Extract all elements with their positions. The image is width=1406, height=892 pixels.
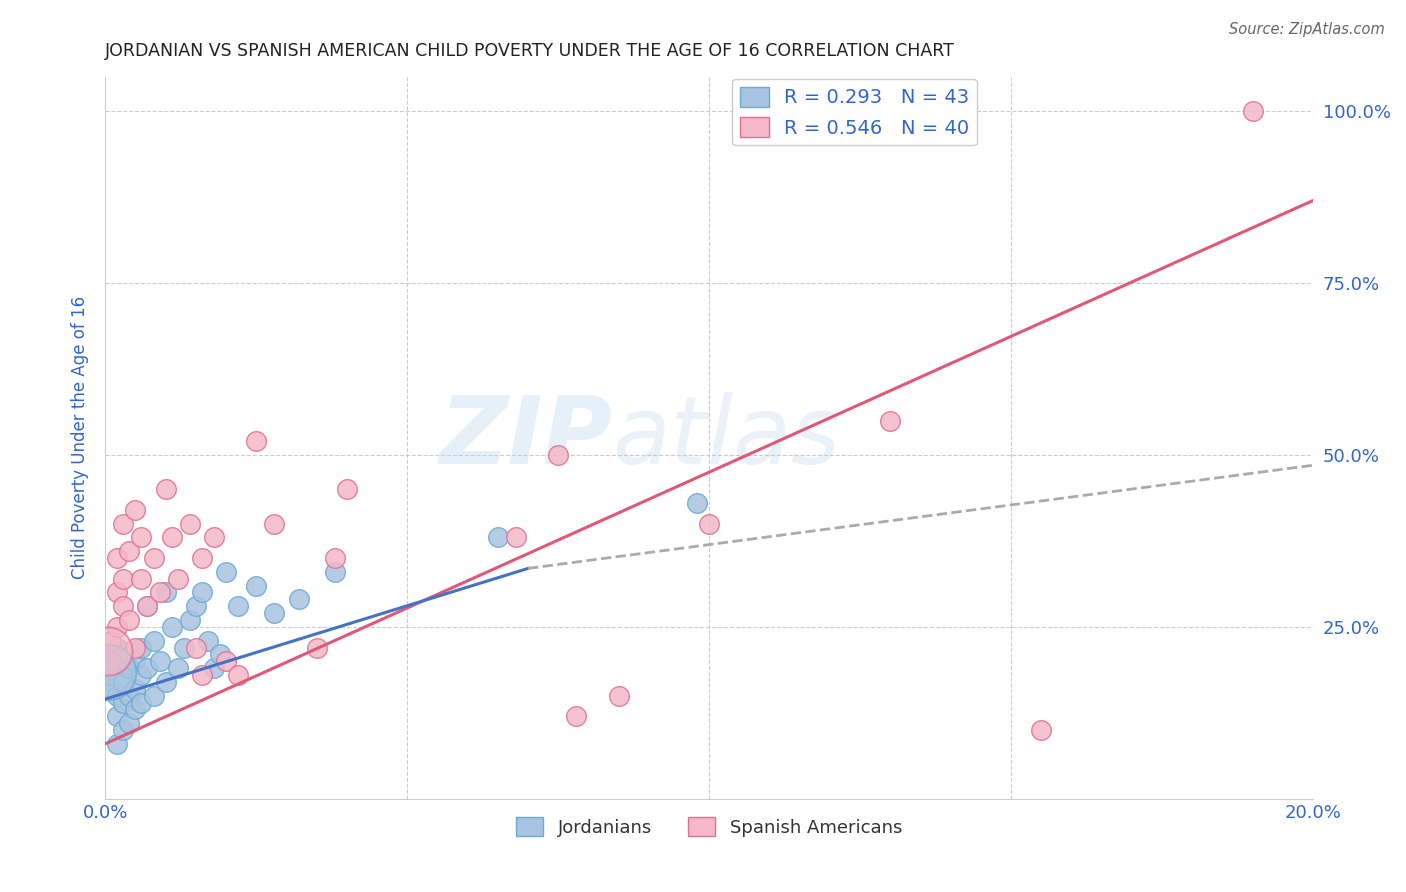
Point (105, 640, 128, 655)
Point (100, 633, 122, 648)
Point (112, 674, 135, 689)
Point (160, 620, 183, 634)
Point (208, 648, 231, 662)
Point (131, 668, 153, 682)
Point (263, 606, 285, 620)
Point (607, 689, 630, 703)
Point (118, 661, 141, 675)
Point (179, 516, 201, 531)
Point (226, 668, 249, 682)
Text: Source: ZipAtlas.com: Source: ZipAtlas.com (1229, 22, 1385, 37)
Point (105, 585, 128, 599)
Point (184, 599, 207, 614)
Point (155, 483, 177, 497)
Point (124, 654, 146, 668)
Point (118, 613, 141, 627)
Point (148, 654, 170, 668)
Point (166, 572, 188, 586)
Point (112, 723, 135, 737)
Point (142, 551, 165, 566)
Point (155, 585, 177, 599)
Point (118, 689, 141, 703)
Point (197, 633, 219, 648)
Point (124, 503, 146, 517)
Point (697, 516, 720, 531)
Point (136, 661, 159, 675)
Point (1031, 723, 1053, 737)
Point (112, 516, 135, 531)
Point (131, 696, 153, 710)
Point (112, 696, 135, 710)
Point (565, 709, 588, 723)
Point (226, 599, 249, 614)
Point (486, 531, 509, 545)
Point (100, 681, 122, 696)
Point (305, 640, 328, 655)
Point (142, 633, 165, 648)
Point (263, 516, 285, 531)
Point (173, 640, 195, 655)
Point (105, 689, 128, 703)
Point (105, 737, 128, 751)
Point (131, 572, 153, 586)
Text: JORDANIAN VS SPANISH AMERICAN CHILD POVERTY UNDER THE AGE OF 16 CORRELATION CHAR: JORDANIAN VS SPANISH AMERICAN CHILD POVE… (105, 42, 955, 60)
Point (202, 531, 225, 545)
Point (547, 448, 569, 462)
Point (131, 531, 153, 545)
Point (686, 496, 709, 510)
Point (179, 613, 201, 627)
Point (191, 551, 214, 566)
Point (105, 551, 128, 566)
Point (202, 661, 225, 675)
Point (105, 709, 128, 723)
Y-axis label: Child Poverty Under the Age of 16: Child Poverty Under the Age of 16 (72, 296, 89, 579)
Point (191, 668, 214, 682)
Point (142, 689, 165, 703)
Point (148, 585, 170, 599)
Point (505, 531, 527, 545)
Point (191, 585, 214, 599)
Point (336, 483, 359, 497)
Point (100, 668, 122, 682)
Point (100, 654, 122, 668)
Text: ZIP: ZIP (440, 392, 613, 483)
Point (112, 572, 135, 586)
Point (124, 640, 146, 655)
Point (166, 661, 188, 675)
Point (215, 654, 238, 668)
Point (97, 665, 120, 679)
Point (97, 644, 120, 658)
Point (118, 716, 141, 731)
Point (245, 579, 267, 593)
Point (112, 599, 135, 614)
Point (323, 551, 346, 566)
Text: atlas: atlas (613, 392, 841, 483)
Point (160, 531, 183, 545)
Point (323, 565, 346, 579)
Point (1241, 103, 1264, 118)
Point (118, 544, 141, 558)
Point (136, 599, 159, 614)
Point (245, 434, 267, 449)
Point (136, 599, 159, 614)
Point (287, 592, 309, 607)
Point (100, 654, 122, 668)
Point (184, 640, 207, 655)
Point (105, 620, 128, 634)
Point (131, 640, 153, 655)
Point (879, 413, 901, 427)
Point (215, 565, 238, 579)
Legend: Jordanians, Spanish Americans: Jordanians, Spanish Americans (509, 810, 910, 844)
Point (124, 681, 146, 696)
Point (124, 702, 146, 716)
Point (155, 674, 177, 689)
